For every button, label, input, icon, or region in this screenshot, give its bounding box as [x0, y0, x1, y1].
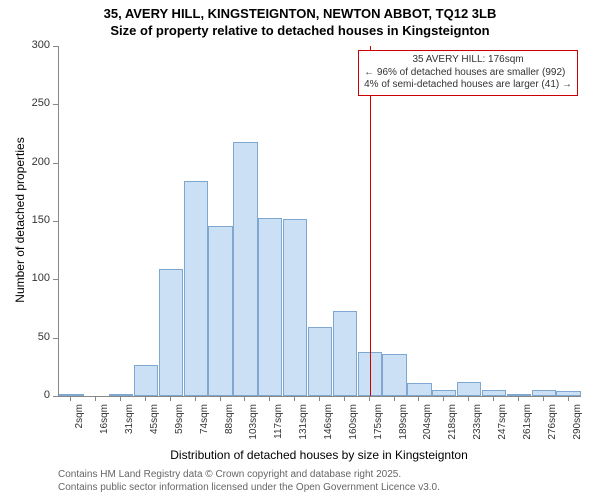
xtick-label: 117sqm	[273, 404, 284, 444]
annot-line-3: 4% of semi-detached houses are larger (4…	[364, 79, 572, 92]
xtick-mark	[95, 396, 96, 401]
xtick-mark	[543, 396, 544, 401]
xtick-mark	[145, 396, 146, 401]
ytick-mark	[53, 279, 58, 280]
annot-line-2: ← 96% of detached houses are smaller (99…	[364, 67, 572, 80]
xtick-label: 146sqm	[323, 404, 334, 444]
xtick-label: 276sqm	[547, 404, 558, 444]
xtick-mark	[518, 396, 519, 401]
histogram-bar	[308, 327, 332, 396]
histogram-bar	[507, 394, 531, 396]
xtick-mark	[394, 396, 395, 401]
xtick-label: 290sqm	[572, 404, 583, 444]
ytick-label: 150	[23, 214, 50, 226]
footer-attribution: Contains HM Land Registry data © Crown c…	[58, 468, 440, 494]
histogram-bar	[283, 219, 307, 396]
xtick-label: 247sqm	[497, 404, 508, 444]
xtick-label: 74sqm	[199, 404, 210, 444]
ytick-label: 200	[23, 156, 50, 168]
chart-container: 35, AVERY HILL, KINGSTEIGNTON, NEWTON AB…	[0, 0, 600, 500]
xtick-label: 131sqm	[298, 404, 309, 444]
xtick-mark	[344, 396, 345, 401]
title-sub: Size of property relative to detached ho…	[0, 23, 600, 38]
xtick-mark	[493, 396, 494, 401]
histogram-bar	[333, 311, 357, 396]
histogram-bar	[134, 365, 158, 397]
xtick-label: 2sqm	[74, 404, 85, 444]
xtick-label: 88sqm	[224, 404, 235, 444]
footer-line-2: Contains public sector information licen…	[58, 481, 440, 494]
ytick-mark	[53, 163, 58, 164]
annot-line-1: 35 AVERY HILL: 176sqm	[364, 54, 572, 67]
histogram-bar	[159, 269, 183, 396]
histogram-bar	[532, 390, 556, 396]
xtick-label: 59sqm	[174, 404, 185, 444]
xtick-mark	[319, 396, 320, 401]
plot-area	[58, 46, 581, 397]
xtick-label: 16sqm	[99, 404, 110, 444]
ytick-label: 0	[23, 389, 50, 401]
histogram-bar	[233, 142, 257, 396]
xtick-mark	[220, 396, 221, 401]
xtick-mark	[418, 396, 419, 401]
xtick-label: 218sqm	[447, 404, 458, 444]
xtick-label: 45sqm	[149, 404, 160, 444]
reference-line	[370, 46, 371, 396]
ytick-label: 100	[23, 272, 50, 284]
xtick-label: 175sqm	[373, 404, 384, 444]
xtick-mark	[269, 396, 270, 401]
xtick-mark	[568, 396, 569, 401]
xtick-mark	[244, 396, 245, 401]
histogram-bar	[382, 354, 406, 396]
xtick-mark	[120, 396, 121, 401]
ytick-label: 50	[23, 331, 50, 343]
ytick-label: 250	[23, 97, 50, 109]
xtick-mark	[468, 396, 469, 401]
histogram-bar	[407, 383, 431, 396]
ytick-mark	[53, 104, 58, 105]
ytick-mark	[53, 338, 58, 339]
xtick-mark	[195, 396, 196, 401]
histogram-bar	[208, 226, 232, 396]
x-axis-label: Distribution of detached houses by size …	[58, 448, 580, 462]
xtick-label: 189sqm	[398, 404, 409, 444]
xtick-mark	[294, 396, 295, 401]
xtick-label: 103sqm	[248, 404, 259, 444]
ytick-label: 300	[23, 39, 50, 51]
histogram-bar	[184, 181, 208, 396]
xtick-label: 261sqm	[522, 404, 533, 444]
histogram-bar	[556, 391, 580, 396]
ytick-mark	[53, 46, 58, 47]
title-main: 35, AVERY HILL, KINGSTEIGNTON, NEWTON AB…	[0, 6, 600, 21]
xtick-label: 31sqm	[124, 404, 135, 444]
histogram-bar	[457, 382, 481, 396]
ytick-mark	[53, 396, 58, 397]
xtick-mark	[170, 396, 171, 401]
xtick-label: 233sqm	[472, 404, 483, 444]
annotation-box: 35 AVERY HILL: 176sqm← 96% of detached h…	[358, 50, 578, 96]
xtick-mark	[369, 396, 370, 401]
histogram-bar	[258, 218, 282, 397]
xtick-mark	[70, 396, 71, 401]
xtick-label: 204sqm	[422, 404, 433, 444]
ytick-mark	[53, 221, 58, 222]
footer-line-1: Contains HM Land Registry data © Crown c…	[58, 468, 440, 481]
xtick-label: 160sqm	[348, 404, 359, 444]
xtick-mark	[443, 396, 444, 401]
